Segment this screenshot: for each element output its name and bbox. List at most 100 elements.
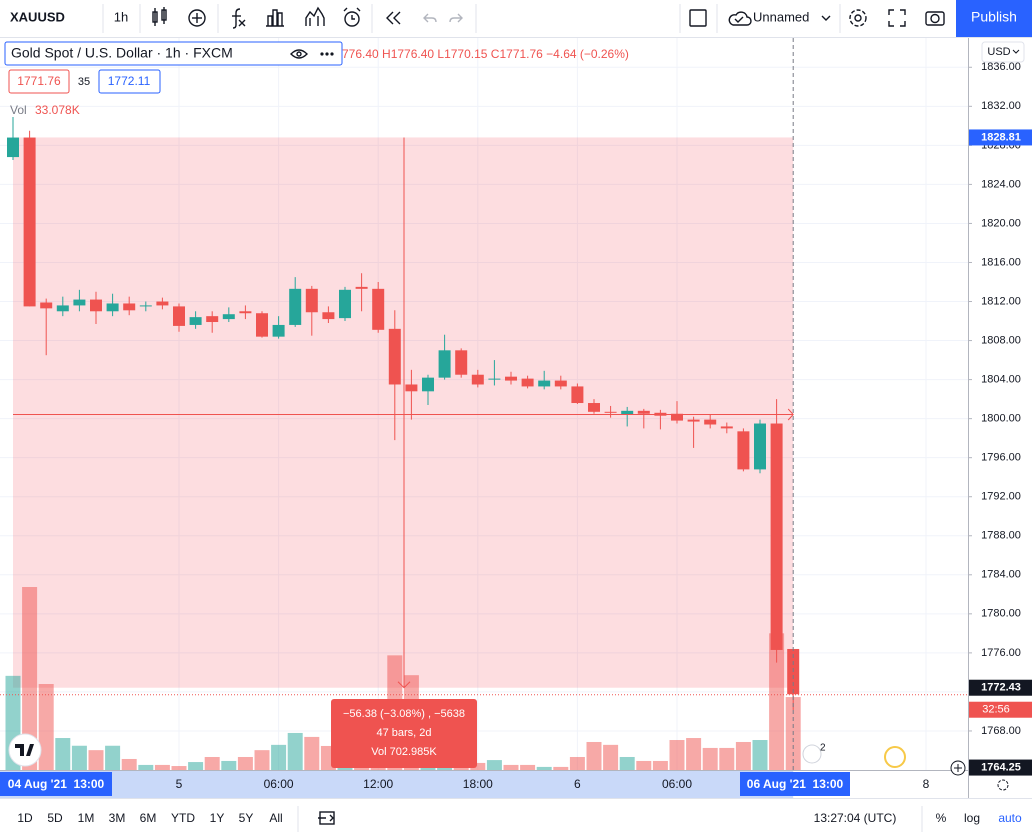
candle-body (40, 302, 53, 309)
y-tick-label: 1820.00 (981, 217, 1021, 229)
bid-price[interactable]: 1771.76 (17, 74, 61, 88)
candle-body (770, 423, 783, 650)
x-tick-label: 18:00 (463, 777, 493, 791)
volume-bar (154, 764, 170, 770)
candle-body (256, 313, 268, 337)
volume-bar (586, 741, 602, 770)
interval[interactable]: 1h (114, 9, 128, 24)
range-button[interactable]: YTD (171, 811, 195, 825)
clock[interactable]: 13:27:04 (UTC) (814, 811, 897, 825)
fullscreen-toggle[interactable] (689, 9, 707, 27)
logo[interactable] (8, 733, 42, 767)
publish-label[interactable]: Publish (971, 9, 1017, 25)
event-flag (884, 746, 906, 768)
bottom-bar: 1D 5D 1M 3M 6M YTD 1Y 5Y All 13:27:04 (UTC) % lo… (0, 798, 1032, 832)
measure-label: Vol 702.985K (371, 746, 437, 758)
publish-button[interactable] (956, 0, 1032, 37)
fullscreen-icon[interactable] (888, 9, 906, 27)
candle-body (737, 431, 750, 470)
redo-icon[interactable] (449, 13, 463, 23)
currency[interactable]: USD (987, 46, 1010, 58)
more-icon[interactable] (320, 52, 334, 56)
volume-bar (752, 740, 768, 770)
volume-bar (22, 587, 38, 770)
symbol[interactable]: XAUUSD (10, 9, 65, 24)
dropdown-arrow[interactable] (821, 15, 831, 21)
legend-title: Gold Spot / U.S. Dollar · 1h · FXCM (11, 45, 233, 61)
volume-bar (769, 633, 785, 770)
currency-arrow[interactable] (1012, 49, 1020, 54)
countdown-badge (969, 701, 1032, 718)
volume-bar (686, 738, 702, 770)
range-button[interactable]: 5Y (239, 811, 254, 825)
ask-price[interactable]: 1772.11 (108, 74, 151, 88)
replay-trend-icon[interactable] (305, 6, 325, 26)
log-toggle[interactable]: log (964, 811, 980, 825)
range-button[interactable]: 1M (78, 811, 95, 825)
candle-body (455, 350, 468, 375)
volume-bar (55, 738, 71, 770)
range-button[interactable]: 1Y (210, 811, 225, 825)
countdown: 32:56 (982, 704, 1010, 716)
volume-bar (503, 764, 519, 770)
replay-icon[interactable] (386, 11, 401, 25)
alert-icon[interactable] (343, 7, 361, 27)
y-tick-label: 1824.00 (981, 178, 1021, 190)
candle-body (704, 419, 717, 425)
layout-name[interactable]: Unnamed (753, 9, 809, 24)
volume-bar (304, 736, 320, 770)
goto-date-icon[interactable] (318, 811, 335, 825)
candle-body (554, 380, 567, 387)
candle-body (23, 137, 36, 307)
range-button[interactable]: 5D (47, 811, 63, 825)
candle-body (90, 299, 102, 312)
range-button[interactable]: 1D (17, 811, 33, 825)
axis-settings[interactable] (997, 779, 1009, 791)
volume-value: 33.078K (35, 103, 80, 117)
buy-box[interactable] (98, 69, 161, 94)
eye-icon[interactable] (290, 49, 308, 59)
toolbar-bg (0, 0, 1032, 37)
chart-type-icon[interactable] (152, 7, 167, 26)
legend-ohlc: 776.40 H1776.40 L1770.15 C1771.76 −4.64 … (342, 47, 629, 61)
candle-body (372, 288, 385, 330)
measure-range (13, 137, 794, 688)
plot-area: 1836.001832.001828.001824.001820.001816.… (0, 38, 1032, 798)
templates-icon[interactable] (266, 9, 284, 27)
snapshot-icon[interactable] (925, 11, 945, 26)
settings-icon[interactable] (849, 9, 867, 27)
measure-arrow (787, 408, 794, 421)
candle-body (206, 316, 219, 323)
candle-body (754, 423, 766, 470)
volume-bar (735, 741, 751, 770)
top-toolbar: XAUUSD 1h Unnamed Publish (0, 0, 1032, 38)
compare-icon[interactable] (188, 9, 206, 27)
candle-body (538, 380, 551, 387)
volume-bar (669, 740, 685, 770)
candle-body (422, 377, 434, 392)
indicators-icon[interactable] (232, 8, 246, 29)
candle-body (189, 317, 202, 325)
candle-body (505, 376, 517, 381)
volume-bar (38, 684, 54, 770)
candle-body (355, 286, 368, 289)
auto-toggle[interactable]: auto (998, 811, 1022, 825)
volume-bar (188, 762, 204, 770)
sell-box[interactable] (8, 69, 70, 94)
range-button[interactable]: All (269, 811, 282, 825)
volume-bar (619, 756, 635, 770)
cloud-icon[interactable] (728, 11, 752, 26)
volume-bar (171, 766, 187, 770)
percent-toggle[interactable]: % (936, 811, 947, 825)
legend-title-box[interactable] (4, 41, 343, 66)
range-button[interactable]: 6M (140, 811, 157, 825)
volume-bar (204, 756, 220, 770)
undo-icon[interactable] (423, 13, 437, 23)
range-button[interactable]: 3M (109, 811, 126, 825)
currency-box[interactable] (981, 41, 1025, 63)
x-tick-label: 06:00 (264, 777, 294, 791)
volume-bar (553, 766, 569, 770)
volume-bar (105, 745, 121, 770)
